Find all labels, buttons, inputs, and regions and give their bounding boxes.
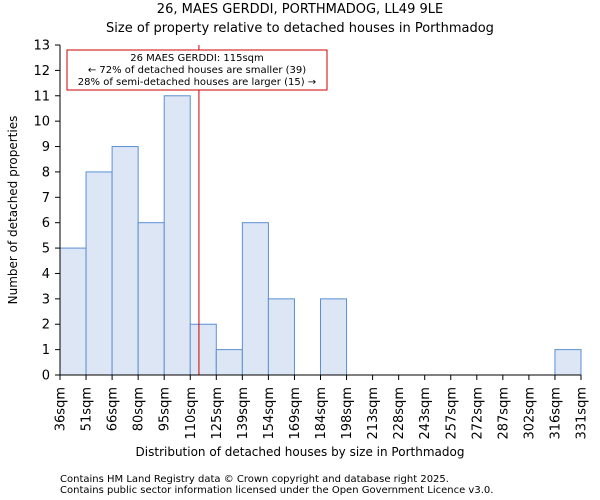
y-tick-label: 9	[42, 140, 50, 155]
x-tick-label: 198sqm	[340, 387, 355, 440]
y-tick-label: 5	[42, 242, 50, 257]
x-tick-label: 243sqm	[418, 387, 433, 440]
chart-subtitle: Size of property relative to detached ho…	[106, 21, 494, 36]
x-tick-label: 331sqm	[575, 387, 590, 440]
x-tick-label: 110sqm	[184, 387, 199, 440]
bar-series	[59, 95, 582, 376]
y-tick-label: 2	[42, 318, 50, 333]
x-tick-label: 66sqm	[106, 387, 121, 431]
annotation-line-3: 28% of semi-detached houses are larger (…	[78, 77, 316, 88]
x-tick-label: 302sqm	[522, 387, 537, 440]
x-tick-label: 169sqm	[288, 387, 303, 440]
y-tick-label: 11	[33, 89, 50, 104]
y-tick-label: 8	[42, 165, 50, 180]
y-axis-label: Number of detached properties	[6, 116, 20, 305]
bar-125sqm	[215, 349, 243, 376]
x-tick-label: 257sqm	[444, 387, 459, 440]
x-tick-label: 125sqm	[210, 387, 225, 440]
y-tick-label: 7	[42, 191, 50, 206]
x-axis-ticks: 36sqm 51sqm 66sqm 80sqm 95sqm 110sqm 125sqm 139…	[54, 375, 590, 440]
bar-51sqm	[85, 171, 113, 376]
bar-139sqm	[241, 222, 269, 376]
y-tick-label: 4	[42, 267, 50, 282]
x-tick-label: 228sqm	[392, 387, 407, 440]
bar-316sqm	[554, 349, 582, 376]
annotation-line-2: ← 72% of detached houses are smaller (39…	[88, 65, 306, 76]
x-tick-label: 184sqm	[314, 387, 329, 440]
x-tick-label: 213sqm	[366, 387, 381, 440]
x-tick-label: 51sqm	[80, 387, 95, 431]
x-tick-label: 287sqm	[496, 387, 511, 440]
bar-95sqm	[163, 95, 191, 376]
bar-110sqm	[189, 323, 217, 376]
x-axis-label: Distribution of detached houses by size …	[136, 445, 465, 459]
x-tick-label: 36sqm	[54, 387, 69, 431]
bar-66sqm	[111, 146, 139, 376]
y-tick-label: 13	[33, 39, 50, 54]
x-tick-label: 80sqm	[132, 387, 147, 431]
chart-title: 26, MAES GERDDI, PORTHMADOG, LL49 9LE	[156, 2, 444, 17]
x-tick-label: 139sqm	[236, 387, 251, 440]
x-tick-label: 95sqm	[158, 387, 173, 431]
bar-36sqm	[59, 247, 87, 376]
y-tick-label: 12	[33, 64, 50, 79]
y-tick-label: 1	[42, 343, 50, 358]
footer-line-2: Contains public sector information licen…	[60, 485, 494, 496]
x-tick-label: 316sqm	[548, 387, 563, 440]
bar-154sqm	[267, 298, 295, 376]
y-tick-label: 0	[42, 369, 50, 384]
footer-line-1: Contains HM Land Registry data © Crown c…	[60, 474, 449, 485]
y-tick-label: 10	[33, 115, 50, 130]
x-tick-label: 272sqm	[470, 387, 485, 440]
bar-184sqm	[320, 298, 348, 376]
y-tick-label: 6	[42, 216, 50, 231]
x-tick-label: 154sqm	[262, 387, 277, 440]
annotation-box	[66, 49, 328, 91]
annotation-line-1: 26 MAES GERDDI: 115sqm	[130, 53, 264, 64]
y-tick-label: 3	[42, 292, 50, 307]
bar-80sqm	[137, 222, 165, 376]
